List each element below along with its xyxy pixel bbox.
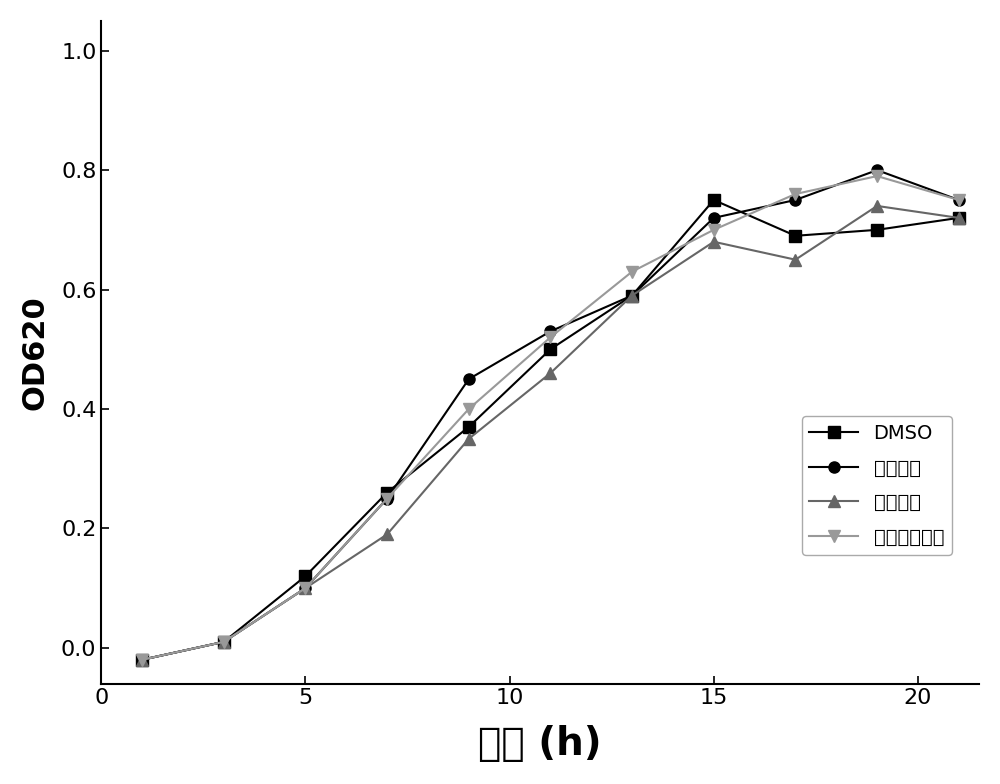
- 白荬芦醇: [544, 327, 556, 336]
- 白荬芦醇: [708, 213, 720, 223]
- 白荬芦醇: [218, 637, 230, 647]
- 氧化白荬芦醇: [381, 494, 393, 503]
- Y-axis label: OD620: OD620: [21, 295, 50, 409]
- 氧化白荬芦醇: [626, 267, 638, 276]
- 白皮杉醇: [789, 255, 801, 264]
- DMSO: [463, 422, 475, 431]
- 白皮杉醇: [626, 291, 638, 300]
- 白皮杉醇: [953, 213, 965, 223]
- DMSO: [136, 655, 148, 665]
- 白荬芦醇: [953, 195, 965, 205]
- 氧化白荬芦醇: [953, 195, 965, 205]
- 氧化白荬芦醇: [708, 225, 720, 234]
- 白荬芦醇: [381, 494, 393, 503]
- DMSO: [871, 225, 883, 234]
- 白皮杉醇: [299, 583, 311, 593]
- 白皮杉醇: [136, 655, 148, 665]
- 白荬芦醇: [626, 291, 638, 300]
- DMSO: [381, 488, 393, 497]
- 白荬芦醇: [136, 655, 148, 665]
- DMSO: [789, 231, 801, 241]
- DMSO: [544, 344, 556, 354]
- 白皮杉醇: [463, 434, 475, 444]
- 白荬芦醇: [789, 195, 801, 205]
- 白皮杉醇: [708, 237, 720, 246]
- DMSO: [953, 213, 965, 223]
- Line: 氧化白荬芦醇: 氧化白荬芦醇: [137, 171, 964, 666]
- 氧化白荬芦醇: [463, 405, 475, 414]
- 白皮杉醇: [544, 368, 556, 378]
- 白皮杉醇: [871, 201, 883, 211]
- 白荬芦醇: [299, 583, 311, 593]
- Line: 白皮杉醇: 白皮杉醇: [137, 201, 964, 666]
- 氧化白荬芦醇: [789, 189, 801, 198]
- 氧化白荬芦醇: [544, 332, 556, 342]
- DMSO: [299, 572, 311, 581]
- Legend: DMSO, 白荬芦醇, 白皮杉醇, 氧化白荬芦醇: DMSO, 白荬芦醇, 白皮杉醇, 氧化白荬芦醇: [802, 416, 952, 554]
- 氧化白荬芦醇: [218, 637, 230, 647]
- DMSO: [626, 291, 638, 300]
- DMSO: [708, 195, 720, 205]
- 氧化白荬芦醇: [299, 583, 311, 593]
- 氧化白荬芦醇: [136, 655, 148, 665]
- 氧化白荬芦醇: [871, 172, 883, 181]
- DMSO: [218, 637, 230, 647]
- 白荬芦醇: [871, 165, 883, 175]
- Line: DMSO: DMSO: [137, 194, 964, 666]
- 白皮杉醇: [218, 637, 230, 647]
- 白荬芦醇: [463, 375, 475, 384]
- X-axis label: 时间 (h): 时间 (h): [478, 725, 602, 763]
- 白皮杉醇: [381, 530, 393, 539]
- Line: 白荬芦醇: 白荬芦醇: [137, 165, 964, 666]
